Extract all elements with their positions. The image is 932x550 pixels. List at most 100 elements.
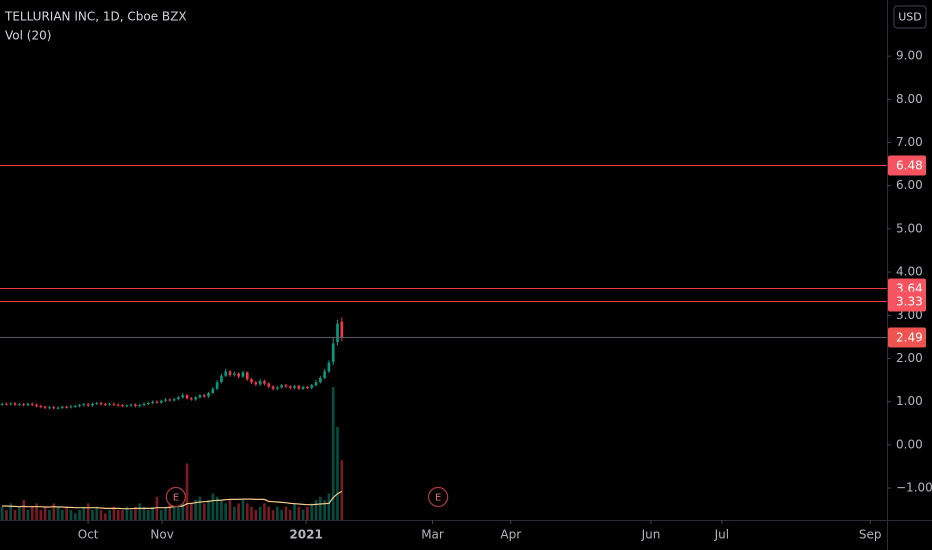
volume-bar — [323, 500, 326, 520]
volume-ma-line — [2, 490, 343, 510]
candle-body — [224, 371, 228, 376]
candle-body — [331, 343, 335, 362]
candle-body — [147, 402, 150, 404]
candle-body — [336, 323, 339, 343]
volume-bar — [155, 496, 159, 520]
candle-body — [61, 406, 64, 408]
currency-box[interactable] — [893, 5, 927, 29]
candle-body — [271, 386, 275, 389]
candle-body — [13, 403, 17, 405]
volume-bar — [267, 506, 271, 520]
candle-body — [241, 372, 245, 377]
candle-body — [108, 403, 111, 405]
y-tick-label: 5.00 — [896, 221, 923, 235]
candle-body — [280, 385, 283, 388]
volume-bar — [245, 503, 249, 520]
candle-body — [30, 403, 34, 405]
candle-body — [99, 402, 103, 405]
volume-bar — [254, 510, 258, 520]
volume-bar — [22, 500, 25, 520]
volume-bar — [30, 506, 34, 520]
candle-body — [340, 321, 344, 338]
candle-body — [310, 385, 314, 388]
candle-body — [151, 401, 154, 403]
candle-body — [35, 404, 38, 406]
volume-bar — [48, 510, 51, 520]
currency[interactable]: USD — [898, 11, 922, 24]
candle-body — [0, 403, 4, 405]
x-tick-label: Nov — [150, 528, 173, 542]
candle-body — [159, 400, 163, 403]
candle-body — [202, 395, 206, 397]
volume-bar — [69, 510, 73, 520]
volume-bar — [172, 500, 176, 520]
price-level-label: 3.33 — [896, 295, 923, 309]
volume-bar — [288, 510, 292, 520]
price-level-tag — [888, 155, 926, 176]
volume-bar — [9, 503, 13, 520]
price-level-tag — [888, 291, 926, 312]
candle-body — [69, 406, 73, 408]
candle-body — [306, 386, 309, 388]
candle-body — [142, 403, 146, 406]
volume-bar — [185, 463, 189, 520]
price-level-label: 6.48 — [896, 159, 923, 173]
candle-body — [22, 404, 25, 406]
x-tick-label: Mar — [421, 528, 444, 542]
candle-body — [211, 388, 215, 394]
candle-body — [155, 401, 159, 403]
earnings-label: E — [173, 493, 179, 504]
candle-body — [18, 404, 21, 406]
candle-body — [164, 399, 167, 401]
volume-bar — [159, 510, 163, 520]
candle-body — [121, 405, 124, 407]
volume-bar — [293, 503, 296, 520]
candle-body — [185, 395, 189, 399]
y-tick-label: −1.00 — [896, 481, 932, 495]
chart-title: TELLURIAN INC, 1D, Cboe BZX — [4, 10, 187, 24]
candle-body — [228, 371, 232, 375]
candle-body — [116, 404, 120, 406]
y-tick-label: 0.00 — [896, 437, 923, 451]
volume-bar — [65, 506, 68, 520]
volume-bar — [18, 506, 21, 520]
y-tick-label: 4.00 — [896, 265, 923, 279]
volume-bar — [207, 500, 210, 520]
volume-bar — [306, 506, 309, 520]
candle-body — [86, 404, 90, 406]
volume-bar — [73, 513, 77, 520]
volume-bar — [241, 500, 245, 520]
volume-bar — [121, 510, 124, 520]
candle-body — [232, 373, 236, 375]
candle-body — [284, 385, 288, 387]
candle-body — [263, 380, 266, 384]
volume-bar — [104, 513, 107, 520]
x-tick-label: Sep — [859, 528, 882, 542]
candle-body — [91, 403, 94, 406]
volume-bar — [56, 506, 60, 520]
x-tick-label: Jun — [641, 528, 661, 542]
volume-bar — [43, 506, 47, 520]
candle-body — [39, 405, 43, 407]
volume-bar — [168, 503, 172, 520]
earnings-marker — [428, 486, 449, 508]
candle-body — [48, 407, 51, 409]
earnings-marker — [165, 486, 186, 508]
candle-body — [301, 386, 305, 389]
candle-body — [82, 404, 86, 406]
candle-body — [198, 395, 202, 398]
candle-body — [26, 403, 30, 406]
candle-body — [125, 405, 129, 407]
indicator-label: Vol (20) — [5, 29, 51, 43]
volume-bar — [275, 506, 279, 520]
candle-body — [297, 386, 301, 389]
y-tick-label: 8.00 — [896, 92, 923, 106]
price-level-tag — [888, 327, 926, 348]
volume-bar — [228, 500, 232, 520]
candle-body — [245, 372, 249, 380]
volume-bar — [112, 506, 116, 520]
volume-bar — [215, 496, 219, 520]
volume-bar — [250, 506, 253, 520]
candle-body — [323, 371, 326, 378]
earnings-label: E — [435, 493, 441, 504]
